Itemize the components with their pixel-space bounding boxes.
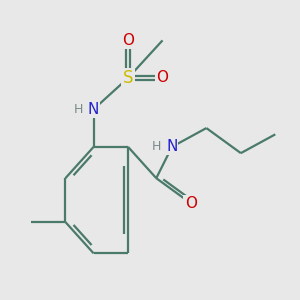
Text: S: S bbox=[123, 69, 133, 87]
Text: H: H bbox=[152, 140, 161, 153]
Text: O: O bbox=[157, 70, 169, 86]
Text: N: N bbox=[166, 140, 178, 154]
Text: O: O bbox=[122, 33, 134, 48]
Text: H: H bbox=[73, 103, 83, 116]
Text: N: N bbox=[88, 102, 99, 117]
Text: O: O bbox=[185, 196, 197, 211]
